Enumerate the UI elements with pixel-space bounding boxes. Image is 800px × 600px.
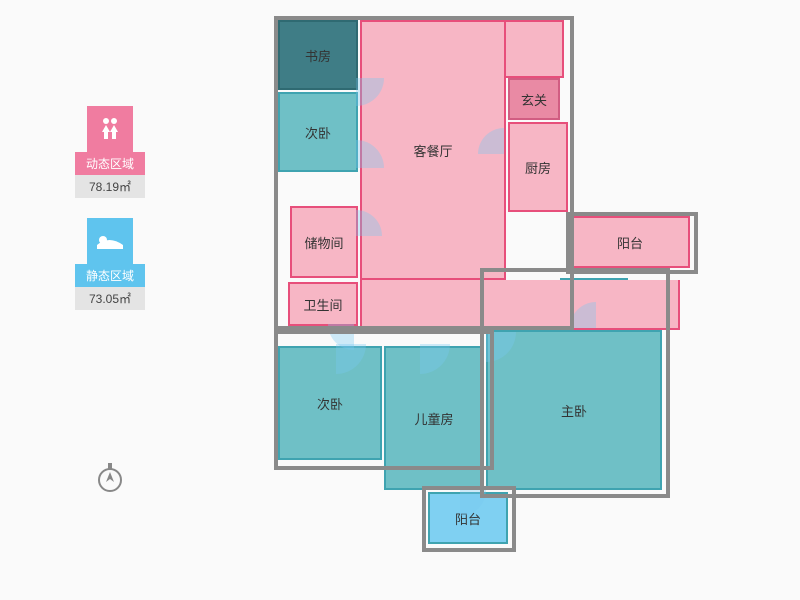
room-label: 储物间: [304, 233, 343, 252]
room-balcony2: 阳台: [428, 492, 508, 544]
room-master: 主卧: [486, 330, 662, 490]
compass-icon: [95, 460, 125, 490]
room-bedroom2b: 次卧: [278, 346, 382, 460]
floor-plan: 书房次卧客餐厅玄关厨房储物间阳台卫生间卫生间次卧儿童房主卧阳台: [260, 20, 730, 580]
legend-dynamic-label: 动态区域: [75, 152, 145, 175]
legend-static-label: 静态区域: [75, 264, 145, 287]
room-balcony1: 阳台: [570, 216, 690, 268]
legend-item-static: 静态区域 73.05㎡: [75, 218, 145, 310]
room-kids: 儿童房: [384, 346, 484, 490]
room-label: 客餐厅: [413, 141, 452, 160]
legend: 动态区域 78.19㎡ 静态区域 73.05㎡: [75, 106, 145, 330]
legend-dynamic-value: 78.19㎡: [75, 175, 145, 198]
room-corridor1: [360, 280, 680, 330]
room-storage: 储物间: [290, 206, 358, 278]
room-label: 阳台: [455, 509, 481, 528]
room-label: 书房: [305, 46, 331, 65]
room-living_ext: [504, 20, 564, 78]
sleep-icon: [87, 218, 133, 264]
room-label: 次卧: [317, 394, 343, 413]
room-living: 客餐厅: [360, 20, 506, 280]
room-label: 儿童房: [414, 409, 453, 428]
room-label: 次卧: [305, 123, 331, 142]
room-label: 玄关: [521, 90, 547, 109]
room-label: 厨房: [525, 158, 551, 177]
room-bath1: 卫生间: [288, 282, 358, 326]
room-label: 主卧: [561, 401, 587, 420]
legend-static-value: 73.05㎡: [75, 287, 145, 310]
room-study: 书房: [278, 20, 358, 90]
people-icon: [87, 106, 133, 152]
room-label: 卫生间: [303, 295, 342, 314]
legend-item-dynamic: 动态区域 78.19㎡: [75, 106, 145, 198]
room-kitchen: 厨房: [508, 122, 568, 212]
room-label: 阳台: [617, 233, 643, 252]
room-entry: 玄关: [508, 78, 560, 120]
room-bedroom2a: 次卧: [278, 92, 358, 172]
